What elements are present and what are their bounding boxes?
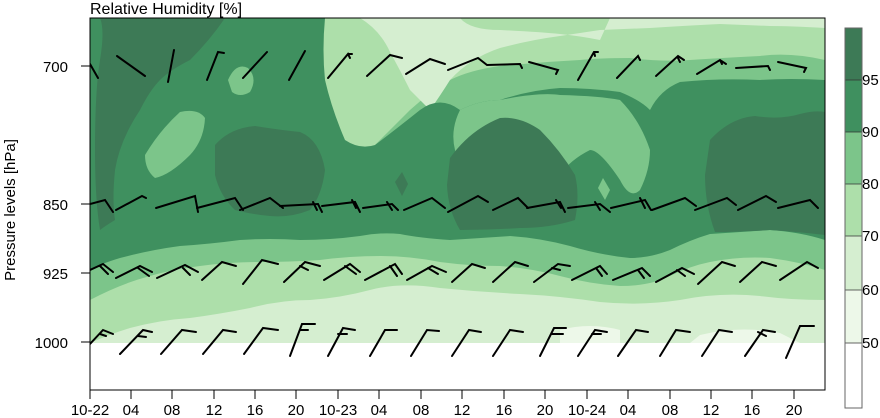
y-tick-1000: 1000 bbox=[35, 335, 68, 352]
x-tick: 10-24 bbox=[568, 402, 606, 418]
wind-barbs bbox=[90, 49, 819, 359]
x-tick: 08 bbox=[164, 402, 181, 418]
x-tick: 08 bbox=[662, 402, 679, 418]
x-tick: 16 bbox=[247, 402, 264, 418]
x-axis-labels: 10-22 04 08 12 16 20 10-23 04 08 12 16 2… bbox=[71, 402, 803, 418]
x-tick: 04 bbox=[371, 402, 388, 418]
y-axis-ticks bbox=[81, 65, 90, 343]
y-axis-title: Pressure levels [hPa] bbox=[2, 139, 19, 281]
colorbar-tick-80: 80 bbox=[862, 176, 879, 193]
x-tick: 12 bbox=[454, 402, 471, 418]
colorbar-tick-50: 50 bbox=[862, 335, 879, 352]
x-tick: 10-22 bbox=[71, 402, 109, 418]
x-tick: 20 bbox=[537, 402, 554, 418]
y-tick-925: 925 bbox=[43, 266, 68, 283]
x-tick: 16 bbox=[496, 402, 513, 418]
colorbar-labels: 95 90 80 70 60 50 bbox=[862, 72, 879, 352]
x-tick: 10-23 bbox=[319, 402, 357, 418]
colorbar: 95 90 80 70 60 50 bbox=[844, 27, 879, 409]
chart-title: Relative Humidity [%] bbox=[90, 1, 242, 18]
colorbar-tick-60: 60 bbox=[862, 282, 879, 299]
x-tick: 20 bbox=[786, 402, 803, 418]
x-tick: 04 bbox=[123, 402, 140, 418]
x-tick: 20 bbox=[288, 402, 305, 418]
x-tick: 08 bbox=[413, 402, 430, 418]
colorbar-tick-70: 70 bbox=[862, 228, 879, 245]
y-axis-labels: 700 850 925 1000 bbox=[35, 59, 68, 352]
colorbar-tick-95: 95 bbox=[862, 72, 879, 89]
contour-fill bbox=[90, 18, 825, 390]
x-tick: 12 bbox=[703, 402, 720, 418]
x-tick: 04 bbox=[620, 402, 637, 418]
x-tick: 16 bbox=[744, 402, 761, 418]
y-tick-850: 850 bbox=[43, 197, 68, 214]
y-tick-700: 700 bbox=[43, 59, 68, 76]
colorbar-tick-90: 90 bbox=[862, 124, 879, 141]
x-tick: 12 bbox=[206, 402, 223, 418]
x-axis-ticks bbox=[89, 390, 795, 399]
